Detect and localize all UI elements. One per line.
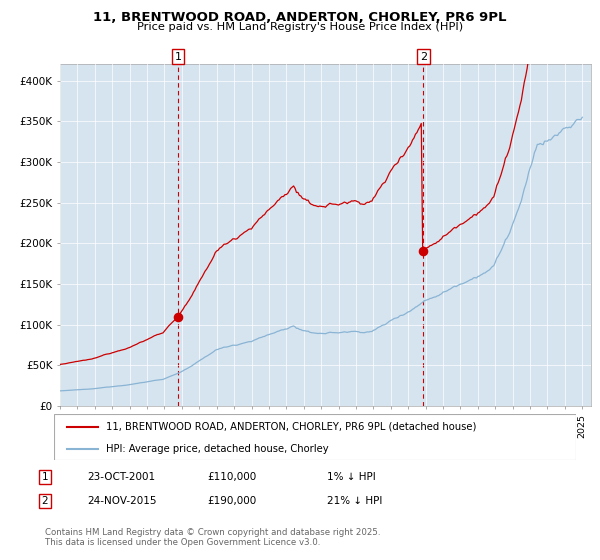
Text: Contains HM Land Registry data © Crown copyright and database right 2025.
This d: Contains HM Land Registry data © Crown c…	[45, 528, 380, 547]
Text: Price paid vs. HM Land Registry's House Price Index (HPI): Price paid vs. HM Land Registry's House …	[137, 22, 463, 32]
Text: 11, BRENTWOOD ROAD, ANDERTON, CHORLEY, PR6 9PL (detached house): 11, BRENTWOOD ROAD, ANDERTON, CHORLEY, P…	[106, 422, 476, 432]
Text: 2: 2	[420, 52, 427, 62]
Text: 11, BRENTWOOD ROAD, ANDERTON, CHORLEY, PR6 9PL: 11, BRENTWOOD ROAD, ANDERTON, CHORLEY, P…	[93, 11, 507, 24]
Text: £190,000: £190,000	[207, 496, 256, 506]
Text: 1% ↓ HPI: 1% ↓ HPI	[327, 472, 376, 482]
Text: 1: 1	[175, 52, 182, 62]
Point	[419, 247, 428, 256]
Text: 21% ↓ HPI: 21% ↓ HPI	[327, 496, 382, 506]
Text: 23-OCT-2001: 23-OCT-2001	[87, 472, 155, 482]
FancyBboxPatch shape	[54, 414, 576, 460]
Text: HPI: Average price, detached house, Chorley: HPI: Average price, detached house, Chor…	[106, 444, 329, 454]
Text: £110,000: £110,000	[207, 472, 256, 482]
Text: 2: 2	[41, 496, 49, 506]
Text: 24-NOV-2015: 24-NOV-2015	[87, 496, 157, 506]
Point	[173, 312, 183, 321]
Text: 1: 1	[41, 472, 49, 482]
